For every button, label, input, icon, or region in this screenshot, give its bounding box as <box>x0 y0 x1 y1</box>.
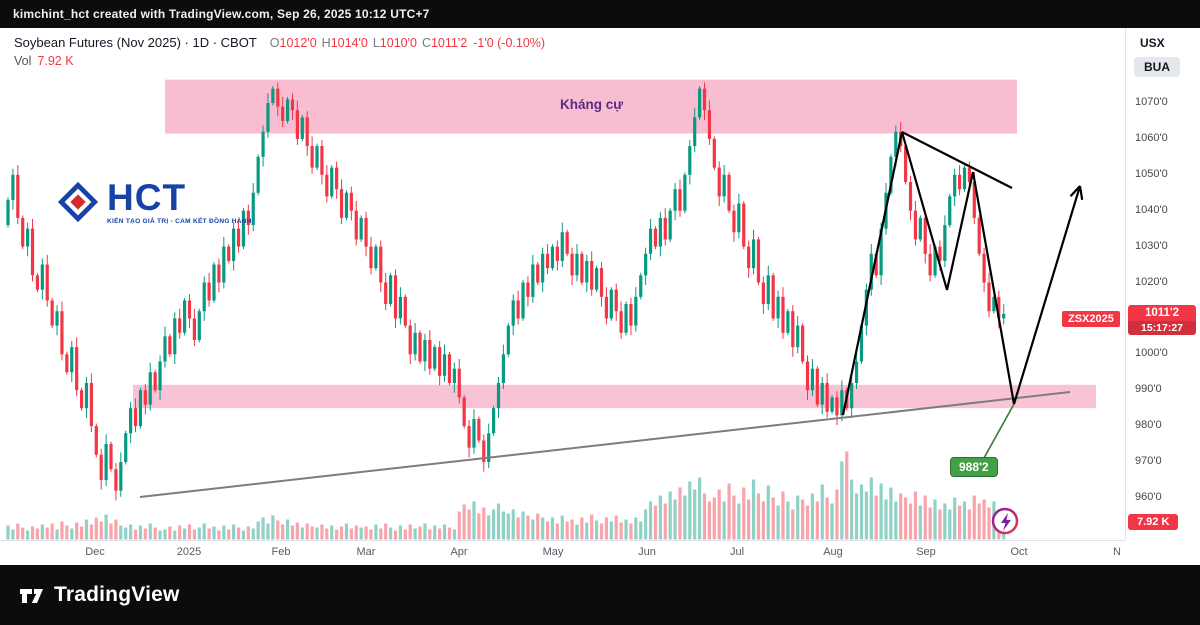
legend-row-main: Soybean Futures (Nov 2025) · 1D · CBOT O1… <box>14 35 545 50</box>
tradingview-brand-text[interactable]: TradingView <box>54 583 180 606</box>
time-tick: Aug <box>823 546 843 558</box>
bar-countdown: 15:17:27 <box>1128 321 1196 335</box>
hct-tagline: KIẾN TẠO GIÁ TRỊ - CAM KẾT ĐỒNG HÀNH <box>107 218 252 225</box>
tradingview-logo-icon[interactable] <box>18 582 45 609</box>
time-tick: Mar <box>356 546 376 558</box>
time-tick: Sep <box>916 546 936 558</box>
time-tick: Apr <box>450 546 468 558</box>
high-value: 1014'0 <box>330 36 368 50</box>
price-tick: 980'0 <box>1135 419 1162 432</box>
symbol-title[interactable]: Soybean Futures (Nov 2025) · 1D · CBOT <box>14 35 257 50</box>
attribution-text: kimchint_hct created with TradingView.co… <box>13 7 430 21</box>
close-value: 1011'2 <box>430 36 468 50</box>
flash-bolt-glyph <box>1001 513 1011 531</box>
close-label: C <box>421 36 431 50</box>
last-price-value: 1011'2 <box>1128 305 1196 321</box>
axis-unit-usx[interactable]: USX <box>1140 36 1165 50</box>
hct-watermark-logo: HCT KIẾN TẠO GIÁ TRỊ - CAM KẾT ĐỒNG HÀNH <box>56 177 252 225</box>
footer-bar: TradingView <box>0 565 1200 625</box>
time-tick: Jun <box>638 546 656 558</box>
time-tick: N <box>1113 546 1121 558</box>
price-tick: 1060'0 <box>1135 131 1168 144</box>
resistance-zone-label: Kháng cự <box>560 97 624 112</box>
open-value: 1012'0 <box>279 36 317 50</box>
price-tick: 970'0 <box>1135 455 1162 467</box>
high-label: H <box>321 36 331 50</box>
attribution-bar: kimchint_hct created with TradingView.co… <box>0 0 1200 28</box>
price-tick: 1030'0 <box>1135 239 1168 252</box>
vol-label: Vol <box>14 54 32 68</box>
time-tick: Feb <box>271 546 291 558</box>
price-tick: 1070'0 <box>1135 96 1168 108</box>
last-price-badge: 1011'2 15:17:27 <box>1128 305 1196 335</box>
time-tick: Oct <box>1010 546 1028 558</box>
time-tick: 2025 <box>176 546 202 558</box>
price-tick: 1050'0 <box>1135 167 1168 180</box>
candlesticks <box>6 82 1006 501</box>
chart-legend[interactable]: Soybean Futures (Nov 2025) · 1D · CBOT O1… <box>14 35 545 68</box>
price-tick: 1040'0 <box>1135 203 1168 216</box>
time-axis[interactable]: Dec 2025 Feb Mar Apr May Jun Jul Aug Sep Oct N <box>0 540 1125 566</box>
price-tick: 1000'0 <box>1135 347 1168 360</box>
price-tick: 1020'0 <box>1135 275 1168 288</box>
price-tick: 960'0 <box>1135 490 1162 503</box>
hct-wordmark: HCT <box>107 177 187 218</box>
legend-row-volume: Vol 7.92 K <box>14 54 545 68</box>
open-label: O <box>269 36 280 50</box>
flash-icon[interactable] <box>991 507 1019 535</box>
low-label: L <box>372 36 380 50</box>
volume-bars <box>6 451 1006 540</box>
highlight-zones <box>133 79 1096 409</box>
contract-tag: ZSX2025 <box>1062 311 1120 327</box>
time-tick: Jul <box>729 546 745 558</box>
price-axis[interactable]: USX BUA 1070'0 1060'0 1050'0 1040'0 1030'0 10… <box>1125 28 1200 540</box>
drawing-lines <box>139 131 1084 498</box>
low-value: 1010'0 <box>379 36 417 50</box>
target-price-badge: 988'2 <box>950 457 998 477</box>
vol-value: 7.92 K <box>37 54 74 68</box>
volume-badge: 7.92 K <box>1128 514 1179 530</box>
time-tick: May <box>542 546 564 558</box>
axis-unit-bua-button[interactable]: BUA <box>1134 57 1180 77</box>
price-tick: 990'0 <box>1135 383 1162 396</box>
time-tick: Dec <box>85 546 105 558</box>
change-value: -1'0 (-0.10%) <box>473 36 546 50</box>
hct-diamond-icon <box>57 181 99 223</box>
